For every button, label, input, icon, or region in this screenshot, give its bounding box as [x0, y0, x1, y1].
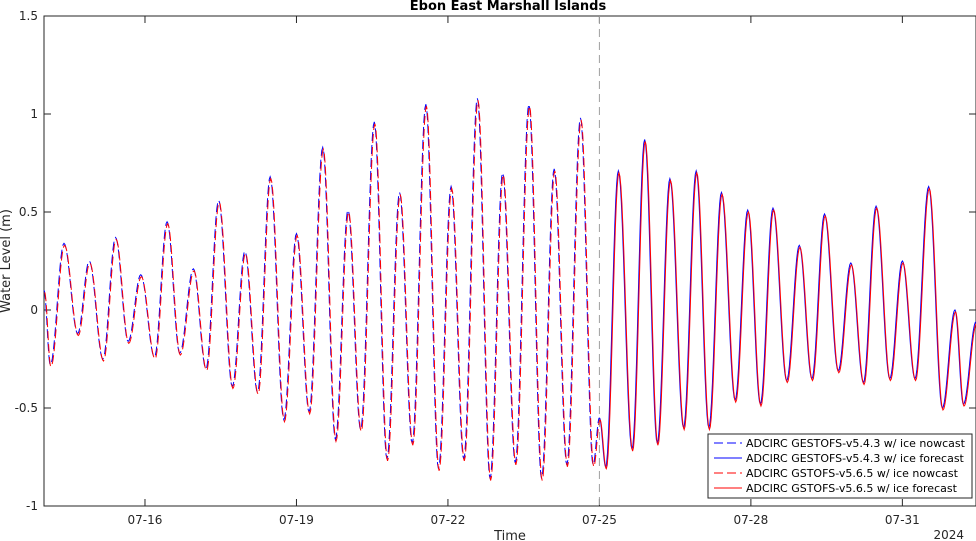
chart-title: Ebon East Marshall Islands	[410, 0, 607, 14]
year-label: 2024	[933, 528, 964, 541]
axis-ticks: -1 -0.5 0 0.5 1 1.5 07-16 07-19 07-22 07-25 07-28 0…	[15, 9, 976, 527]
x-tick-label: 07-25	[582, 513, 617, 527]
y-axis-label: Water Level (m)	[0, 209, 14, 313]
legend-entry: ADCIRC GESTOFS-v5.4.3 w/ ice forecast	[746, 452, 965, 465]
y-tick-label: 0.5	[19, 205, 38, 219]
legend-entry: ADCIRC GSTOFS-v5.6.5 w/ ice nowcast	[746, 467, 959, 480]
series-line-0	[43, 98, 600, 479]
series-layer	[43, 98, 976, 481]
plot-area	[43, 15, 976, 507]
legend-box	[707, 433, 973, 499]
x-tick-label: 07-19	[279, 513, 314, 527]
y-tick-label: 1	[30, 107, 38, 121]
y-tick-label: 1.5	[19, 9, 38, 23]
x-tick-label: 07-31	[885, 513, 920, 527]
series-line-2	[44, 100, 601, 481]
y-tick-label: -1	[26, 499, 38, 513]
y-tick-label: 0	[30, 303, 38, 317]
y-tick-label: -0.5	[15, 401, 38, 415]
legend-entry: ADCIRC GSTOFS-v5.6.5 w/ ice forecast	[746, 482, 958, 495]
legend: ADCIRC GESTOFS-v5.4.3 w/ ice nowcast ADCI…	[707, 433, 973, 499]
series-line-3	[599, 141, 976, 470]
x-tick-label: 07-22	[430, 513, 465, 527]
legend-entry: ADCIRC GESTOFS-v5.4.3 w/ ice nowcast	[746, 437, 966, 450]
x-tick-label: 07-16	[128, 513, 163, 527]
x-axis-label: Time	[493, 529, 526, 541]
x-tick-label: 07-28	[733, 513, 768, 527]
